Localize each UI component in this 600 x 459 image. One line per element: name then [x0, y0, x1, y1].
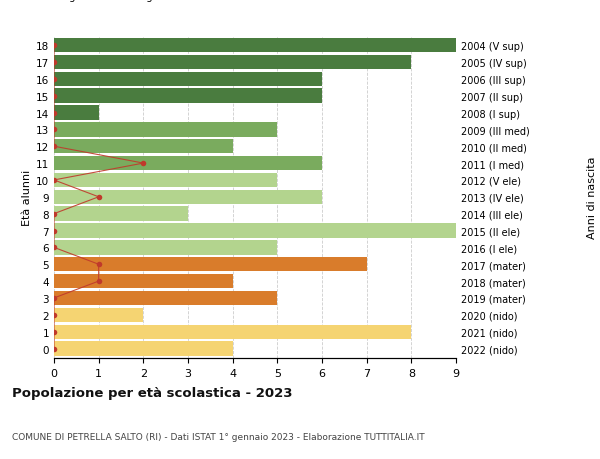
Bar: [54, 190, 322, 205]
Bar: [54, 308, 143, 322]
Y-axis label: Età alunni: Età alunni: [22, 169, 32, 225]
Bar: [54, 274, 233, 289]
Bar: [54, 106, 98, 120]
Bar: [54, 257, 367, 272]
Bar: [54, 224, 456, 238]
Bar: [54, 325, 412, 339]
Bar: [54, 291, 277, 305]
Legend: Sec. II grado, Sec. I grado, Scuola Primaria, Scuola Infanzia, Asilo Nido, Stran: Sec. II grado, Sec. I grado, Scuola Prim…: [23, 0, 493, 2]
Bar: [54, 341, 233, 356]
Bar: [54, 157, 322, 171]
Text: COMUNE DI PETRELLA SALTO (RI) - Dati ISTAT 1° gennaio 2023 - Elaborazione TUTTIT: COMUNE DI PETRELLA SALTO (RI) - Dati IST…: [12, 431, 425, 441]
Bar: [54, 207, 188, 221]
Bar: [54, 140, 233, 154]
Text: Anni di nascita: Anni di nascita: [587, 156, 597, 239]
Bar: [54, 39, 456, 53]
Text: Popolazione per età scolastica - 2023: Popolazione per età scolastica - 2023: [12, 386, 293, 399]
Bar: [54, 73, 322, 87]
Bar: [54, 123, 277, 137]
Bar: [54, 56, 412, 70]
Bar: [54, 90, 322, 104]
Bar: [54, 241, 277, 255]
Bar: [54, 174, 277, 188]
